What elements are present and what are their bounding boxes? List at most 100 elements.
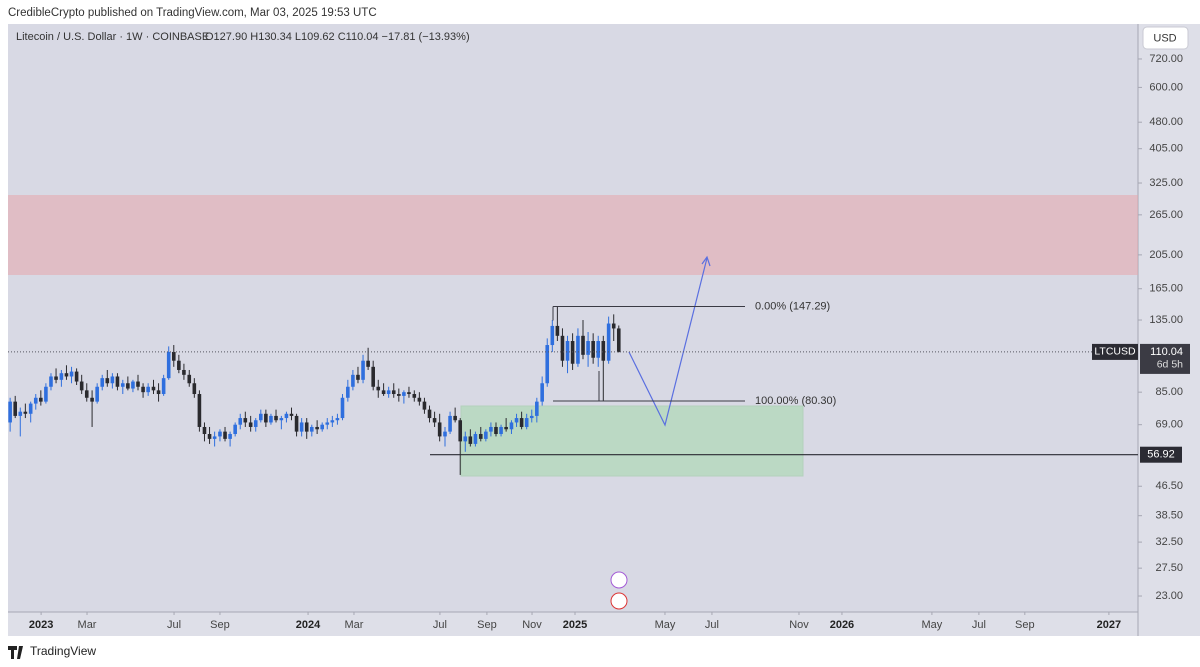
x-tick-label: Jul [433, 619, 447, 631]
candle-body [529, 415, 534, 419]
y-tick-label: 600.00 [1149, 81, 1183, 93]
x-tick-label: 2027 [1097, 619, 1121, 631]
candle-body [504, 426, 508, 430]
candle-body [524, 418, 529, 427]
candle-body [161, 378, 166, 395]
candle-body [39, 397, 43, 402]
x-tick-label: Mar [78, 619, 97, 631]
candle-body [591, 341, 595, 358]
candle-body [560, 335, 565, 361]
candle-body [437, 422, 442, 437]
candle-body [23, 411, 28, 414]
event-icon[interactable] [610, 592, 628, 610]
y-tick-label: 69.00 [1155, 419, 1183, 431]
symbol-title: Litecoin / U.S. Dollar · 1W · COINBASE [16, 31, 209, 43]
candle-body [448, 415, 452, 432]
candle-body [44, 386, 48, 402]
candle-body [279, 418, 284, 421]
candle-body [576, 335, 580, 364]
time-scale [8, 612, 1138, 636]
candle-body [49, 376, 53, 387]
y-tick-label: 480.00 [1149, 116, 1183, 128]
y-tick-label: 265.00 [1149, 209, 1183, 221]
candle-body [468, 436, 473, 444]
candle-body [299, 422, 304, 432]
candle-body [356, 374, 360, 380]
x-tick-label: Sep [210, 619, 230, 631]
candle-body [484, 431, 488, 439]
y-tick-label: 205.00 [1149, 249, 1183, 261]
candle-body [596, 341, 601, 358]
candle-body [248, 422, 253, 427]
y-tick-label: 23.00 [1155, 590, 1183, 602]
candle-body [212, 436, 217, 439]
support-zone [460, 405, 804, 477]
candle-body [171, 351, 176, 361]
candle-body [28, 403, 33, 414]
candle-body [284, 413, 289, 419]
candle-body [84, 390, 89, 398]
candle-body [136, 381, 140, 387]
publisher-header: CredibleCrypto published on TradingView.… [8, 7, 377, 19]
candle-body [269, 415, 273, 423]
ohlc-values: O127.90 H130.34 L109.62 C110.04 −17.81 (… [205, 31, 470, 43]
candle-body [238, 418, 243, 425]
candle-body [207, 434, 212, 439]
candle-body [315, 426, 319, 430]
candle-body [335, 418, 340, 421]
candle-body [166, 351, 171, 379]
y-tick-label: 165.00 [1149, 283, 1183, 295]
currency-button[interactable] [1142, 26, 1189, 50]
x-tick-label: Nov [522, 619, 542, 631]
candle-body [478, 434, 483, 439]
candle-body [228, 434, 232, 439]
candle-body [494, 426, 498, 435]
x-tick-label: Sep [1015, 619, 1035, 631]
candle-body [69, 371, 74, 377]
candle-body [340, 397, 345, 419]
candle-body [586, 341, 590, 355]
projection-arrow [628, 257, 708, 427]
candle-body [243, 418, 248, 423]
candle-body [264, 413, 268, 423]
candles [8, 306, 621, 475]
symbol-badge [1092, 343, 1138, 360]
x-tick-label: Nov [789, 619, 809, 631]
candle-body [274, 415, 278, 421]
candle-body [100, 378, 105, 387]
candle-body [381, 390, 386, 395]
arrow-head [701, 255, 711, 267]
y-tick-label: 32.50 [1155, 536, 1183, 548]
candle-body [611, 323, 616, 329]
candle-body [422, 401, 427, 410]
candle-body [64, 373, 69, 377]
x-tick-label: 2026 [830, 619, 854, 631]
candle-body [463, 436, 468, 442]
price-badge [1140, 343, 1190, 374]
x-tick-label: Jul [705, 619, 719, 631]
candle-body [417, 397, 422, 402]
candle-body [601, 341, 606, 361]
logo [8, 646, 23, 659]
x-tick-label: May [922, 619, 943, 631]
currency-label: USD [1153, 32, 1176, 44]
x-tick-label: Jul [167, 619, 181, 631]
candle-body [489, 426, 493, 432]
resistance-zone [8, 195, 1138, 275]
event-icon[interactable] [610, 571, 628, 589]
last-price-label: 110.04 [1150, 346, 1183, 358]
candle-body [151, 386, 156, 391]
candle-body [192, 383, 197, 395]
candle-body [146, 386, 150, 393]
candle-body [105, 378, 110, 384]
x-tick-label: May [655, 619, 676, 631]
candle-body [218, 431, 222, 437]
candle-body [325, 422, 330, 425]
candle-body [304, 422, 309, 432]
candle-body [294, 415, 299, 432]
candle-body [361, 360, 365, 380]
candle-body [473, 434, 478, 444]
countdown-label: 6d 5h [1157, 359, 1183, 371]
candle-body [120, 383, 125, 387]
